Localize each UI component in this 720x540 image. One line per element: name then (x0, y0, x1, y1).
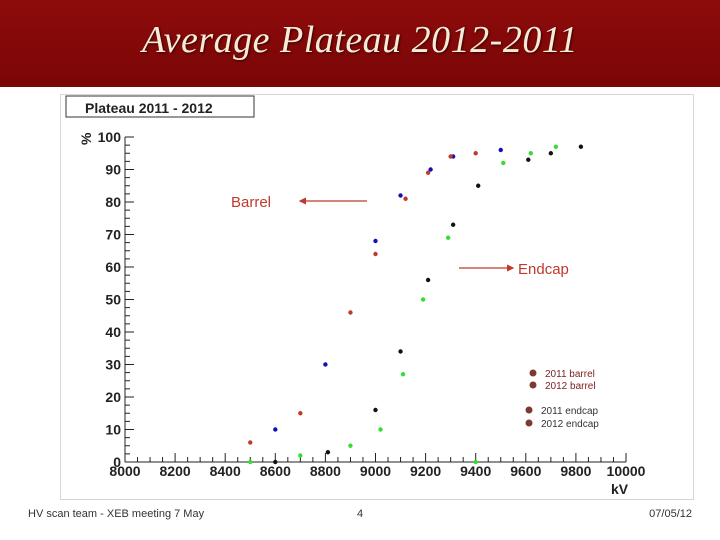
annotations: Barrel Endcap (231, 194, 569, 278)
endcap-annotation-label: Endcap (518, 261, 569, 278)
data-point (273, 427, 278, 432)
x-tick-label: 9600 (510, 463, 541, 479)
slide-title: Average Plateau 2012-2011 (141, 19, 579, 61)
data-point (553, 144, 559, 149)
y-tick-label: 30 (105, 357, 121, 373)
y-tick-label: 70 (105, 227, 121, 243)
plateau-chart: Plateau 2011 - 2012 % kV 8000 8200 8400 860… (65, 95, 646, 497)
x-tick-label: 9200 (410, 463, 441, 479)
x-tick-label: 9800 (560, 463, 591, 479)
data-point (325, 450, 331, 455)
data-point (448, 154, 453, 159)
data-point (273, 459, 278, 465)
data-point (428, 167, 433, 172)
data-point (578, 144, 584, 149)
footer-meeting: HV scan team - XEB meeting 7 May (28, 508, 205, 520)
data-point (476, 183, 481, 188)
y-tick-label: 40 (105, 324, 121, 340)
data-point (403, 196, 408, 201)
y-tick-label: 90 (105, 162, 121, 178)
axes: 8000 8200 8400 8600 8800 9000 9200 9400 9600 9800… (98, 129, 646, 479)
x-tick-label: 8200 (160, 463, 191, 479)
legend-marker (525, 406, 533, 414)
data-point (348, 310, 353, 315)
barrel-annotation-label: Barrel (231, 194, 271, 211)
x-tick-label: 8600 (260, 463, 291, 479)
y-tick-label: 0 (113, 454, 121, 470)
x-tick-label: 8400 (210, 463, 241, 479)
data-point (420, 297, 426, 302)
data-point (348, 443, 353, 448)
y-tick-label: 20 (105, 389, 121, 405)
title-banner: Average Plateau 2012-2011 (0, 0, 720, 87)
data-point (473, 151, 478, 156)
y-tick-label: 80 (105, 194, 121, 210)
y-axis-label: % (78, 132, 94, 145)
y-tick-label: 50 (105, 292, 121, 308)
legend-entry-label: 2012 endcap (541, 419, 599, 430)
chart-title-box (65, 95, 255, 118)
footer-date: 07/05/12 (649, 508, 692, 520)
legend-marker (529, 369, 537, 377)
legend-entry-label: 2012 barrel (545, 381, 596, 392)
legend-entry-label: 2011 barrel (545, 369, 595, 380)
y-tick-label: 100 (98, 129, 122, 145)
data-point (501, 160, 506, 166)
data-point (445, 235, 451, 240)
x-tick-label: 9400 (460, 463, 491, 479)
data-point (248, 440, 253, 445)
data-point (450, 222, 456, 227)
data-point (323, 362, 328, 367)
data-point (528, 151, 534, 156)
data-point (373, 238, 378, 244)
x-tick-label: 9000 (360, 463, 391, 479)
data-point (378, 427, 383, 432)
data-point (498, 147, 503, 153)
data-point (400, 372, 406, 377)
data-point (248, 459, 253, 465)
x-axis-label: kV (611, 481, 629, 497)
data-point (473, 459, 478, 465)
y-tick-label: 10 (105, 422, 121, 438)
footer-page-number: 4 (357, 508, 364, 520)
data-point (548, 151, 554, 156)
data-point (526, 157, 531, 162)
data-point (425, 170, 431, 175)
data-point (398, 193, 403, 198)
x-tick-label: 8800 (310, 463, 341, 479)
legend-marker (525, 419, 533, 427)
data-point (373, 251, 378, 257)
data-points (248, 144, 584, 465)
y-tick-label: 60 (105, 259, 121, 275)
legend-marker (529, 381, 537, 389)
x-tick-label: 10000 (607, 463, 646, 479)
data-point (298, 453, 303, 458)
data-point (425, 277, 431, 283)
data-point (398, 349, 403, 354)
legend-entry-label: 2011 endcap (541, 406, 599, 417)
data-point (373, 407, 378, 413)
chart-title: Plateau 2011 - 2012 (85, 100, 213, 116)
x-tick-label: 8000 (109, 463, 140, 479)
plot-frame: Plateau 2011 - 2012 % kV 8000 8200 8400 860… (60, 94, 694, 500)
data-point (298, 411, 303, 416)
